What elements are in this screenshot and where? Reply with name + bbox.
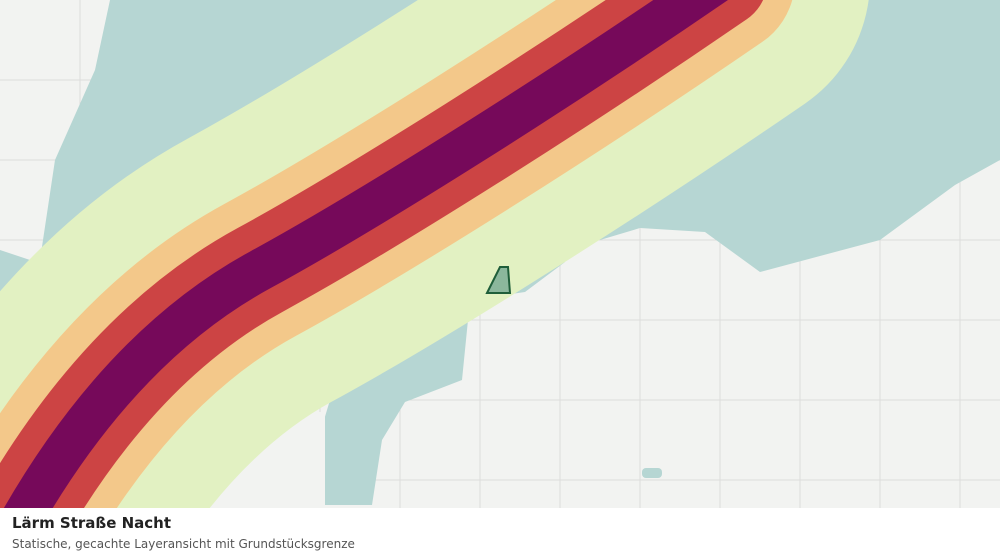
layer-subtitle: Statische, gecachte Layeransicht mit Gru… bbox=[12, 537, 355, 551]
legend-panel bbox=[0, 508, 1000, 560]
noise-bands bbox=[0, 0, 868, 508]
layer-title: Lärm Straße Nacht bbox=[12, 514, 171, 532]
parcel-boundary[interactable] bbox=[485, 266, 512, 294]
